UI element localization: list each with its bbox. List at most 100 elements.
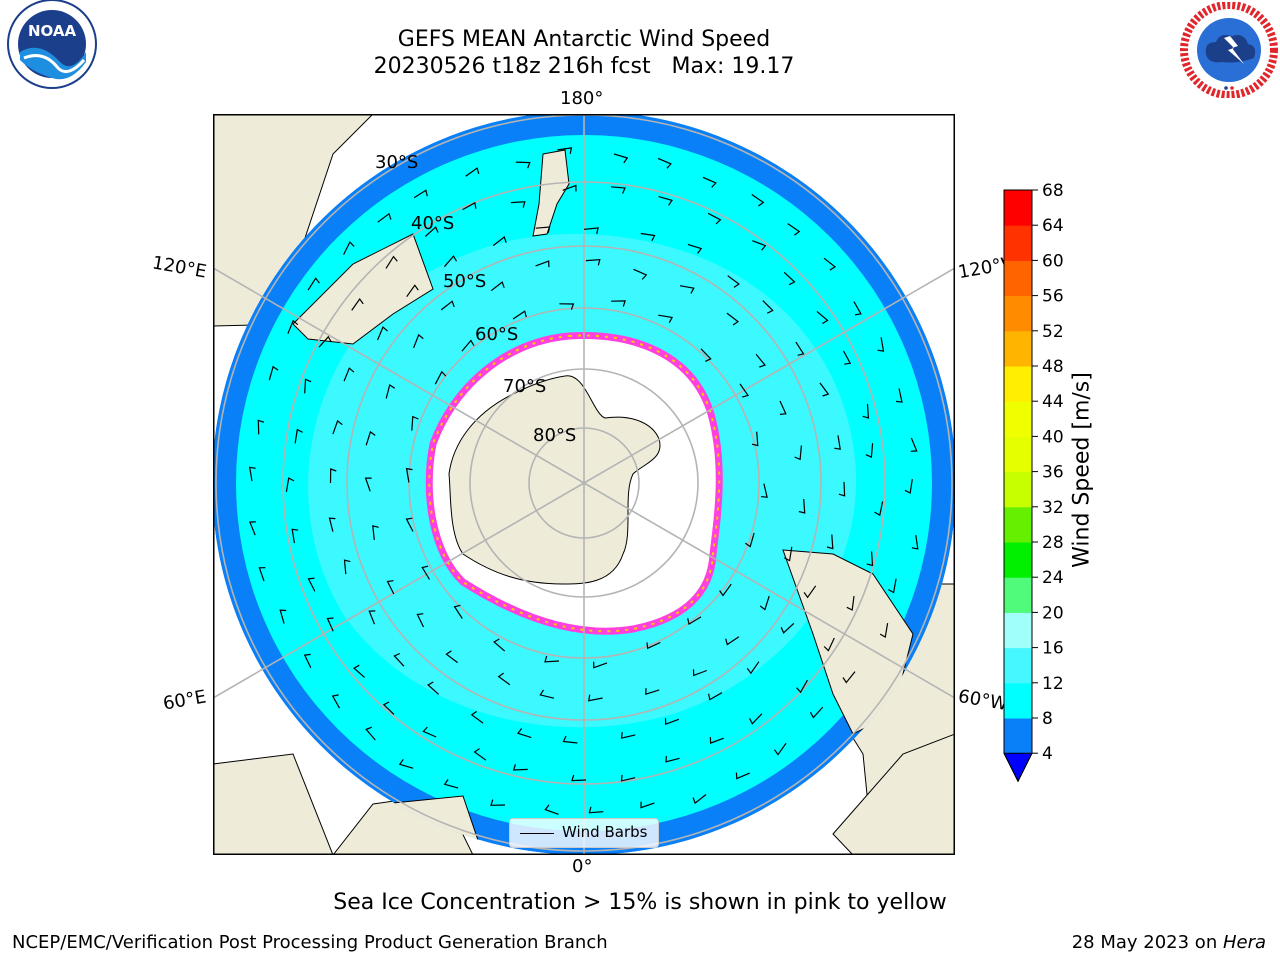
wind-barb <box>657 157 672 169</box>
wind-barb <box>911 535 919 550</box>
colorbar-extend-arrow <box>1003 752 1033 783</box>
wind-barb <box>343 559 351 575</box>
wind-barb <box>866 551 874 567</box>
wind-barb <box>329 468 337 484</box>
chart-title: GEFS MEAN Antarctic Wind Speed <box>397 27 771 52</box>
colorbar-tick-label: 64 <box>1042 216 1064 236</box>
wind-barb <box>535 226 551 233</box>
wind-barb <box>405 467 413 483</box>
wind-barb <box>888 578 897 594</box>
wind-barb <box>328 517 336 532</box>
wind-barb <box>535 260 550 268</box>
wind-barb <box>424 226 439 237</box>
colorbar-bin <box>1004 436 1032 473</box>
wind-barb <box>803 585 817 599</box>
colorbar-bin <box>1004 260 1032 297</box>
wind-barb <box>746 661 760 675</box>
wind-barbs <box>248 147 919 815</box>
wind-barb <box>422 726 437 738</box>
wind-barb <box>779 400 787 415</box>
wind-barb <box>809 706 824 719</box>
colorbar-bin <box>1004 225 1032 261</box>
wind-barb <box>365 430 376 446</box>
colorbar-label: Wind Speed [m/s] <box>1069 372 1095 568</box>
lat-label-40: 40°S <box>411 213 454 234</box>
wind-barb <box>755 353 767 368</box>
wind-barb <box>385 255 398 269</box>
wind-barb <box>294 428 303 444</box>
wind-barb <box>823 637 835 652</box>
wind-barb <box>434 370 447 385</box>
wind-barb <box>787 223 801 236</box>
wind-barb <box>559 303 575 310</box>
wind-barb <box>416 613 425 628</box>
wind-barb <box>406 284 419 298</box>
wind-barb <box>353 664 365 678</box>
sea-ice-edge-yellow <box>428 334 721 633</box>
wind-barb <box>490 799 506 806</box>
lon-label-120e: 120°E <box>150 252 209 283</box>
wind-barb <box>725 636 740 646</box>
wind-barb <box>823 257 837 271</box>
wind-barb <box>588 806 604 814</box>
wind-barb <box>405 517 414 532</box>
wind-barb <box>351 297 364 311</box>
wind-barb <box>692 669 708 677</box>
wind-barb <box>877 337 885 352</box>
land-madagascar <box>213 753 334 855</box>
wind-barb <box>427 681 439 695</box>
wind-barb <box>287 319 299 334</box>
wind-barb <box>751 194 765 207</box>
wind-barb <box>687 616 702 626</box>
wind-barb <box>613 153 629 164</box>
wind-barb <box>700 348 712 362</box>
wind-barb <box>645 688 660 696</box>
wind-barb <box>794 445 802 461</box>
colorbar-tick-label: 40 <box>1042 427 1064 447</box>
wind-barb <box>318 335 332 348</box>
colorbar-frame <box>1003 189 1033 783</box>
wind-barb <box>708 692 723 701</box>
wind-barb <box>780 622 795 634</box>
colorbar-bin <box>1004 506 1032 543</box>
lat-label-50: 50°S <box>443 271 486 292</box>
wind-barb <box>665 755 680 763</box>
colorbar-tick-label: 48 <box>1042 357 1064 377</box>
wind-barb <box>584 227 599 234</box>
footer-date: 28 May 2023 on Hera <box>1072 932 1266 953</box>
wind-barb <box>365 726 376 741</box>
wind-barb <box>332 419 343 435</box>
wind-barb <box>382 701 395 715</box>
wind-barb <box>307 277 320 291</box>
map-legend: Wind Barbs <box>509 818 659 848</box>
wind-barb <box>633 268 648 280</box>
lon-label-bottom: 0° <box>572 856 593 877</box>
wind-barb <box>744 532 755 548</box>
wind-barb <box>393 652 405 667</box>
colorbar-bin <box>1004 330 1032 367</box>
wind-barb <box>377 326 388 341</box>
wind-barb <box>343 367 355 382</box>
wind-barb <box>497 672 511 686</box>
wind-barb <box>490 281 505 292</box>
wind-barb <box>904 479 913 494</box>
wind-barb <box>386 580 395 595</box>
wind-barb <box>640 801 655 809</box>
wind-barb <box>646 641 661 650</box>
wind-barb <box>257 419 265 435</box>
wind-barb <box>727 275 740 288</box>
wind-barb <box>819 382 830 397</box>
footer-host: Hera <box>1222 932 1266 953</box>
wind-barb <box>709 737 724 744</box>
colorbar-bin <box>1004 542 1032 578</box>
wind-barb <box>610 186 626 194</box>
wind-barb <box>588 694 603 702</box>
colorbar-tick-label: 56 <box>1042 287 1064 307</box>
wind-barb <box>304 378 312 394</box>
wind-barb <box>865 443 874 458</box>
colorbar-tick-label: 68 <box>1042 181 1064 201</box>
wind-barb <box>326 617 334 632</box>
wind-barb <box>539 689 555 699</box>
wind-barb <box>874 501 884 517</box>
